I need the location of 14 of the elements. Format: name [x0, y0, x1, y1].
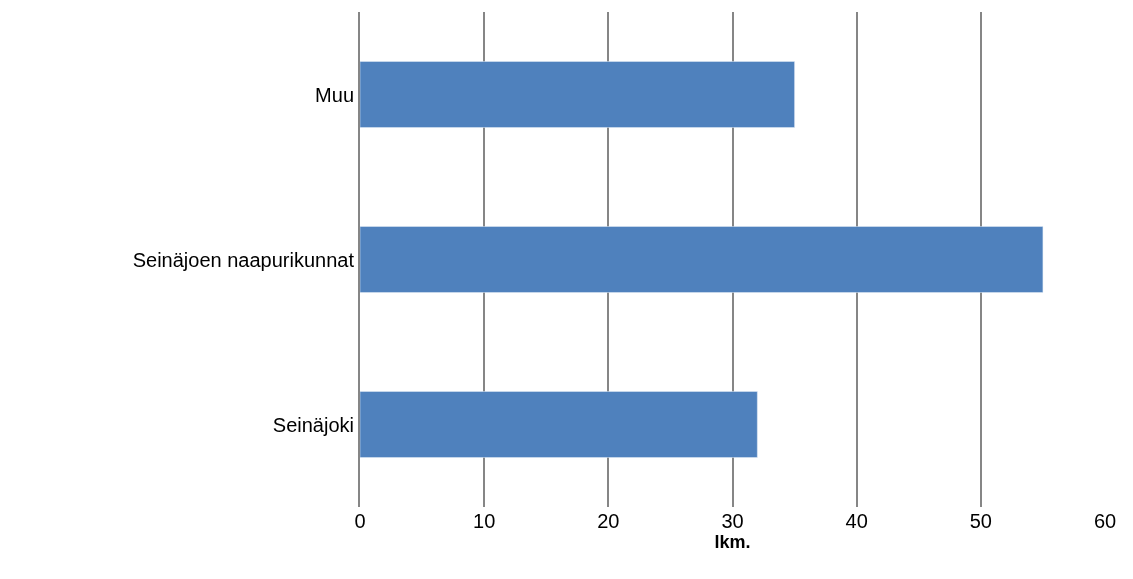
- x-tick-label: 10: [473, 510, 496, 532]
- bar: [360, 391, 758, 458]
- x-tick-label: 50: [969, 510, 992, 532]
- y-tick-label: Seinäjoen naapurikunnat: [132, 248, 355, 271]
- x-tick-label: 0: [354, 510, 366, 532]
- x-tick-label: 40: [845, 510, 868, 532]
- x-tick-label: 30: [721, 510, 744, 532]
- x-tick-label: 60: [1093, 510, 1117, 532]
- x-tick-label: 20: [597, 510, 620, 532]
- bar: [360, 226, 1044, 293]
- x-axis-title: lkm.: [714, 532, 751, 552]
- bar: [360, 61, 795, 128]
- y-tick-label: Muu: [315, 83, 354, 106]
- y-tick-label: Seinäjoki: [272, 413, 354, 436]
